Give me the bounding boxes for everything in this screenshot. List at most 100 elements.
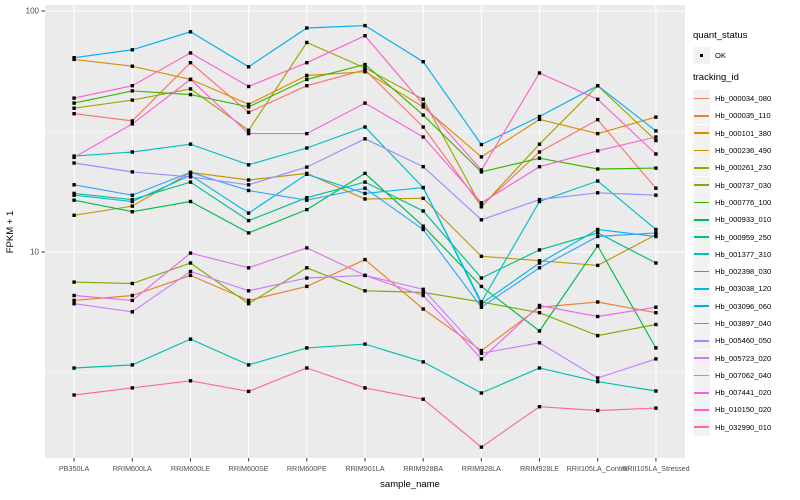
- data-point: [363, 171, 367, 176]
- legend-item-Hb_001377_310: Hb_001377_310: [693, 245, 771, 263]
- data-point: [421, 196, 425, 200]
- data-point: [479, 305, 484, 309]
- legend-item-label: Hb_000035_110: [715, 111, 771, 121]
- data-point: [363, 386, 367, 390]
- data-point: [72, 106, 76, 110]
- data-point: [72, 56, 76, 60]
- legend-item-label: Hb_005723_020: [715, 353, 772, 363]
- data-point: [537, 114, 542, 119]
- data-point: [654, 311, 658, 315]
- data-point: [363, 289, 367, 293]
- data-point: [421, 224, 425, 228]
- data-point: [596, 244, 600, 248]
- data-point: [479, 284, 484, 289]
- data-point: [130, 119, 134, 123]
- data-point: [130, 310, 134, 314]
- data-point: [654, 193, 658, 197]
- x-tick-label: RRIM928LA: [462, 464, 501, 473]
- data-point: [188, 269, 193, 274]
- data-point: [246, 131, 251, 136]
- legend-item-Hb_010150_020: Hb_010150_020: [693, 401, 772, 419]
- data-point: [246, 363, 251, 367]
- data-point: [188, 379, 193, 383]
- legend-item-ok: OK: [693, 47, 726, 65]
- data-point: [72, 183, 76, 187]
- data-point: [537, 305, 542, 309]
- data-point: [130, 150, 134, 154]
- line-key-icon: [693, 90, 710, 108]
- data-point: [72, 293, 76, 298]
- data-point: [596, 376, 600, 380]
- data-point: [421, 185, 425, 190]
- data-point: [479, 348, 484, 353]
- legend-item-label: Hb_000034_080: [715, 94, 772, 104]
- data-point: [305, 26, 309, 30]
- data-point: [654, 261, 658, 265]
- data-point: [363, 34, 367, 38]
- data-point: [537, 366, 542, 370]
- data-point: [537, 266, 542, 270]
- data-point: [72, 302, 76, 306]
- x-tick-label: RRIM928LE: [520, 464, 559, 473]
- data-point: [596, 314, 600, 319]
- data-point: [188, 87, 193, 91]
- data-point: [363, 101, 367, 105]
- data-point: [654, 115, 658, 119]
- legend-item-Hb_007062_040: Hb_007062_040: [693, 366, 771, 384]
- data-point: [72, 155, 76, 160]
- data-point: [363, 137, 367, 141]
- y-tick-label: 10: [30, 248, 39, 257]
- data-point: [479, 351, 484, 355]
- line-key-icon: [693, 384, 710, 402]
- legend-item-Hb_003038_120: Hb_003038_120: [693, 280, 771, 298]
- legend-item-label: Hb_000776_100: [715, 197, 772, 207]
- line-key-icon: [693, 176, 710, 194]
- line-key-icon: [693, 228, 710, 246]
- x-tick-label: RRII105LA_Control: [567, 464, 630, 473]
- x-tick-label: RRIM600LE: [171, 464, 210, 473]
- data-point: [654, 227, 658, 232]
- data-point: [654, 346, 658, 350]
- x-tick-label: RRIM600LA: [113, 464, 152, 473]
- data-point: [246, 231, 251, 235]
- data-point: [130, 281, 134, 286]
- data-point: [246, 211, 251, 215]
- data-point: [305, 84, 309, 88]
- data-point: [246, 183, 251, 187]
- legend-item-label: Hb_010150_020: [715, 405, 772, 415]
- legend-item-Hb_000034_080: Hb_000034_080: [693, 90, 772, 108]
- data-point: [479, 391, 484, 395]
- data-point: [596, 84, 600, 88]
- data-point: [654, 389, 658, 393]
- data-point: [130, 199, 134, 204]
- legend-item-Hb_000933_010: Hb_000933_010: [693, 211, 771, 229]
- legend-item-ok-label: OK: [715, 51, 726, 61]
- data-point: [654, 152, 658, 156]
- legend-item-label: Hb_002398_030: [715, 267, 772, 277]
- data-point: [537, 71, 542, 75]
- data-point: [421, 360, 425, 364]
- data-point: [654, 186, 658, 190]
- data-point: [479, 205, 484, 209]
- data-point: [479, 168, 484, 172]
- data-point: [246, 84, 251, 89]
- axes: 100 10 PB350LA RRIM600LA RRIM600LE RRIM600SE R…: [5, 7, 690, 490]
- data-point: [72, 393, 76, 397]
- data-point: [130, 293, 134, 298]
- data-point: [246, 266, 251, 270]
- legend-item-Hb_000035_110: Hb_000035_110: [693, 107, 771, 125]
- data-point: [246, 188, 251, 193]
- data-point: [537, 311, 542, 315]
- data-point: [363, 23, 367, 28]
- data-point: [654, 322, 658, 327]
- legend-title-tracking-id: tracking_id: [693, 72, 739, 83]
- data-point: [72, 193, 76, 197]
- data-point: [596, 408, 600, 413]
- data-point: [421, 397, 425, 401]
- legend-item-label: Hb_000737_030: [715, 180, 772, 190]
- data-point: [363, 180, 367, 184]
- legend-item-label: Hb_003897_040: [715, 319, 772, 328]
- data-point: [421, 290, 425, 295]
- data-point: [305, 40, 309, 45]
- legend-item-label: Hb_007441_020: [715, 388, 772, 398]
